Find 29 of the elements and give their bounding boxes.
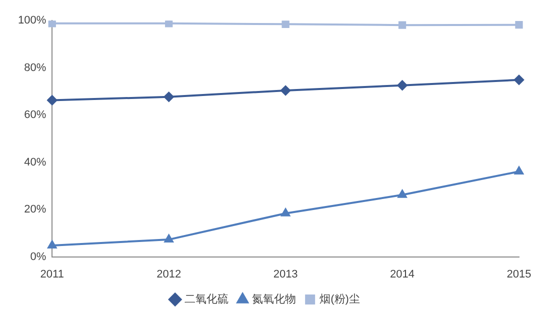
x-tick-label: 2014 bbox=[390, 268, 415, 280]
x-tick-label: 2012 bbox=[156, 268, 182, 280]
legend-label: 烟(粉)尘 bbox=[320, 292, 360, 306]
point bbox=[164, 234, 174, 243]
point bbox=[281, 208, 290, 216]
point bbox=[514, 74, 524, 85]
point bbox=[165, 20, 173, 28]
point bbox=[514, 166, 524, 175]
point bbox=[164, 92, 174, 102]
x-tick-label: 2015 bbox=[506, 268, 532, 280]
point bbox=[398, 190, 407, 198]
y-tick-label: 40% bbox=[24, 156, 46, 168]
point bbox=[48, 240, 57, 248]
legend-label: 氮氧化物 bbox=[252, 294, 296, 306]
point bbox=[280, 86, 291, 96]
x-tick-label: 2011 bbox=[40, 268, 64, 280]
point bbox=[397, 80, 408, 90]
point bbox=[48, 20, 56, 28]
legend-label: 二氧化硫 bbox=[184, 292, 229, 306]
point bbox=[282, 20, 290, 28]
y-tick-label: 80% bbox=[24, 62, 46, 74]
y-tick-label: 20% bbox=[24, 204, 46, 216]
x-tick-label: 2013 bbox=[273, 268, 298, 280]
y-tick-label: 0% bbox=[30, 250, 46, 263]
y-tick-label: 100% bbox=[18, 14, 46, 27]
point bbox=[515, 21, 523, 29]
point bbox=[47, 95, 58, 106]
point bbox=[398, 21, 406, 29]
y-tick-label: 60% bbox=[24, 109, 46, 122]
